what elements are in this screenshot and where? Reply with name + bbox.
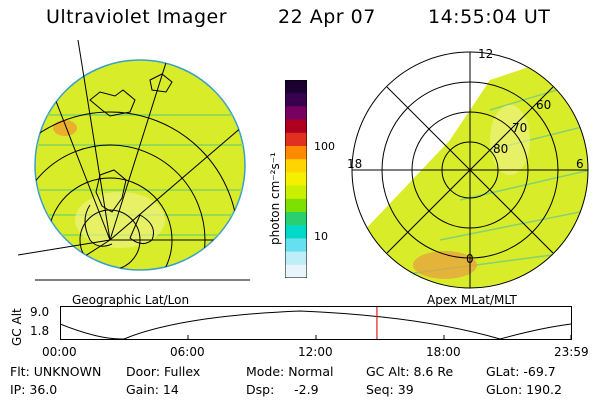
colorbar-band: [285, 225, 307, 239]
mlat-label-70: 70: [512, 121, 528, 135]
colorbar-tick-100: 100: [314, 140, 335, 153]
colorbar: [285, 80, 307, 278]
colorbar-band: [285, 119, 307, 134]
x-tick-2: 12:00: [298, 345, 333, 359]
time-label: 14:55:04 UT: [428, 6, 551, 28]
colorbar-band: [285, 146, 307, 160]
mlt-label-12: 12: [478, 47, 494, 61]
mlt-label-0: 0: [466, 252, 474, 266]
mlt-label-6: 6: [576, 157, 584, 171]
colorbar-unit-label: photon cm⁻²s⁻¹: [268, 152, 282, 245]
colorbar-band: [285, 159, 307, 173]
altitude-plot: [60, 306, 572, 340]
status-gain: Gain: 14: [126, 382, 179, 397]
mlat-label-60: 60: [536, 98, 552, 112]
status-gc-alt: GC Alt: 8.6 Re: [366, 364, 454, 379]
x-tick-1: 06:00: [170, 345, 205, 359]
colorbar-band: [285, 106, 307, 121]
alt-ymin-label: 1.8: [30, 324, 50, 338]
app-title: Ultraviolet Imager: [46, 6, 228, 28]
status-ip: IP: 36.0: [10, 382, 58, 397]
colorbar-tick-10: 10: [314, 230, 328, 243]
colorbar-band: [285, 238, 307, 253]
x-tick-0: 00:00: [42, 345, 77, 359]
status-mode: Mode: Normal: [246, 364, 334, 379]
status-door: Door: Fullex: [126, 364, 201, 379]
status-glon: GLon: 190.2: [486, 382, 562, 397]
colorbar-band: [285, 132, 307, 147]
colorbar-band: [285, 251, 307, 266]
mlt-label-18: 18: [347, 157, 363, 171]
colorbar-band: [285, 185, 307, 200]
alt-ymax-label: 9.0: [30, 305, 50, 319]
status-glat: GLat: -69.7: [486, 364, 556, 379]
colorbar-band: [285, 80, 307, 94]
geographic-map-panel: [17, 40, 250, 281]
status-seq: Seq: 39: [366, 382, 414, 397]
left-panel-caption: Geographic Lat/Lon: [72, 293, 190, 307]
colorbar-band: [285, 212, 307, 226]
right-panel-caption: Apex MLat/MLT: [427, 293, 517, 307]
x-tick-4: 23:59: [554, 345, 589, 359]
magnetic-polar-panel: [351, 51, 589, 289]
colorbar-band: [285, 198, 307, 213]
colorbar-band: [285, 264, 307, 278]
colorbar-band: [285, 172, 307, 187]
status-dsp: Dsp: -2.9: [246, 382, 319, 397]
alt-axis-title: GC Alt: [10, 308, 24, 346]
colorbar-band: [285, 93, 307, 107]
date-label: 22 Apr 07: [278, 6, 376, 28]
mlat-label-80: 80: [493, 142, 509, 156]
status-flt: Flt: UNKNOWN: [10, 364, 102, 379]
x-tick-3: 18:00: [426, 345, 461, 359]
